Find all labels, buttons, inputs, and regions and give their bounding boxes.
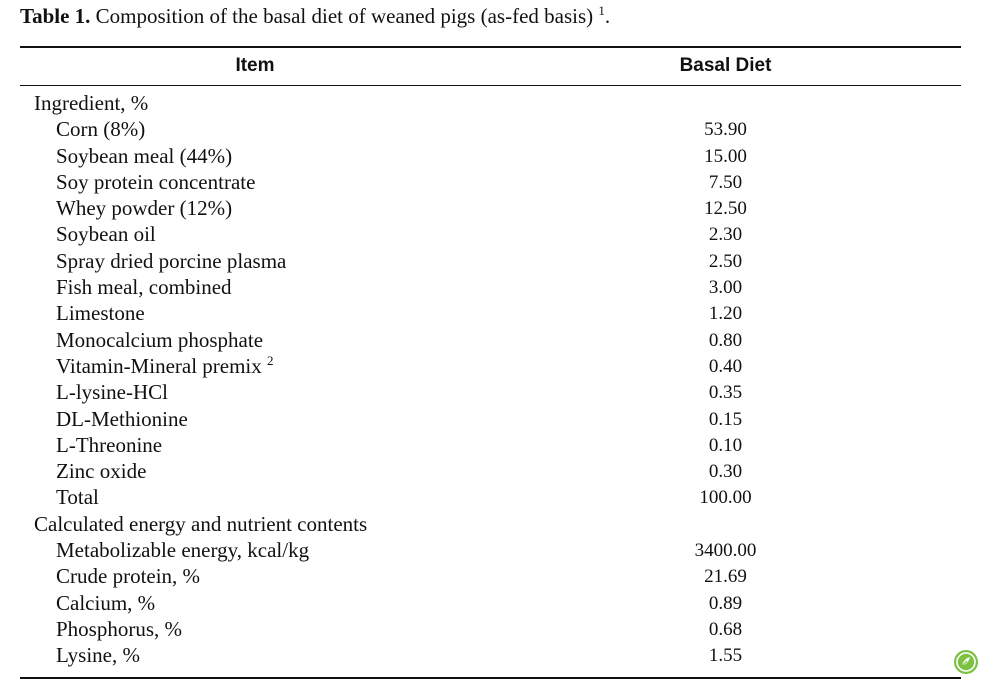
row-value: 0.89 bbox=[708, 592, 743, 614]
row-item-name-text: L-Threonine bbox=[56, 432, 163, 457]
row-item-name: Limestone bbox=[56, 300, 145, 326]
row-item-name-text: Spray dried porcine plasma bbox=[56, 248, 287, 273]
row-item-name: Spray dried porcine plasma bbox=[56, 248, 286, 274]
row-value: 2.50 bbox=[708, 250, 743, 272]
row-item-name: Soy protein concentrate bbox=[56, 169, 255, 195]
table-bottom-rule bbox=[20, 677, 961, 679]
row-value: 53.90 bbox=[704, 119, 747, 141]
row-value: 0.10 bbox=[708, 434, 743, 456]
row-value: 7.50 bbox=[708, 171, 743, 193]
row-item-name-text: Monocalcium phosphate bbox=[56, 327, 264, 352]
row-item-name-text: Ingredient, % bbox=[34, 91, 149, 115]
table-caption-label: Table 1. bbox=[20, 4, 91, 28]
section-label: Calculated energy and nutrient contents bbox=[34, 511, 367, 537]
table-row: Phosphorus, % 0.68 bbox=[20, 616, 961, 642]
row-value: 0.15 bbox=[708, 408, 743, 430]
row-item-name-text: Soy protein concentrate bbox=[56, 169, 256, 194]
row-item-name-text: L-lysine-HCl bbox=[56, 380, 168, 405]
table-row: Lysine, % 1.55 bbox=[20, 642, 961, 668]
row-value: 0.40 bbox=[708, 355, 743, 377]
table-top-rule bbox=[20, 46, 961, 48]
row-value: 15.00 bbox=[704, 145, 747, 167]
row-item-name-text: Metabolizable energy, kcal/kg bbox=[56, 538, 310, 563]
row-item-name: L-lysine-HCl bbox=[56, 379, 168, 405]
row-item-name-text: DL-Methionine bbox=[56, 406, 188, 431]
table-row: Soy protein concentrate 7.50 bbox=[20, 169, 961, 195]
row-item-name: Phosphorus, % bbox=[56, 616, 182, 642]
table-row: DL-Methionine 0.15 bbox=[20, 406, 961, 432]
row-item-name-text: Calcium, % bbox=[56, 590, 156, 615]
table-row: Vitamin-Mineral premix 2 0.40 bbox=[20, 353, 961, 379]
table-row: Soybean oil 2.30 bbox=[20, 221, 961, 247]
row-item-name: Monocalcium phosphate bbox=[56, 327, 263, 353]
row-value: 3400.00 bbox=[694, 540, 757, 562]
row-value: 2.30 bbox=[708, 224, 743, 246]
row-item-name: Fish meal, combined bbox=[56, 274, 232, 300]
table-row: Whey powder (12%) 12.50 bbox=[20, 195, 961, 221]
row-item-name: L-Threonine bbox=[56, 432, 162, 458]
leaf-badge-icon bbox=[954, 650, 978, 674]
row-item-name-text: Zinc oxide bbox=[56, 459, 147, 484]
row-item-name: Whey powder (12%) bbox=[56, 195, 232, 221]
table-row: Metabolizable energy, kcal/kg 3400.00 bbox=[20, 537, 961, 563]
table-row: Spray dried porcine plasma 2.50 bbox=[20, 248, 961, 274]
row-item-name-text: Lysine, % bbox=[56, 643, 140, 668]
table-row: Crude protein, % 21.69 bbox=[20, 563, 961, 589]
footnote-mark: 2 bbox=[267, 352, 274, 368]
table-row: Monocalcium phosphate 0.80 bbox=[20, 327, 961, 353]
caption-footnote-mark: 1 bbox=[598, 3, 605, 18]
row-item-name-text: Whey powder (12%) bbox=[56, 196, 233, 221]
row-item-name-text: Vitamin-Mineral premix bbox=[56, 353, 262, 378]
caption-end: . bbox=[604, 4, 611, 28]
column-header-item: Item bbox=[235, 55, 275, 76]
table-row: Limestone 1.20 bbox=[20, 300, 961, 326]
row-item-name-text: Limestone bbox=[56, 301, 145, 326]
table-row: Zinc oxide 0.30 bbox=[20, 458, 961, 484]
column-header-basal-diet: Basal Diet bbox=[679, 55, 772, 76]
row-item-name-text: Fish meal, combined bbox=[56, 275, 232, 300]
table-caption-text: Composition of the basal diet of weaned … bbox=[95, 4, 594, 28]
row-item-name: Calcium, % bbox=[56, 590, 155, 616]
row-item-name: DL-Methionine bbox=[56, 406, 188, 432]
row-item-name-text: Soybean meal (44%) bbox=[56, 143, 233, 168]
table-row: Fish meal, combined 3.00 bbox=[20, 274, 961, 300]
row-value: 1.55 bbox=[708, 645, 743, 667]
row-item-name: Soybean meal (44%) bbox=[56, 143, 232, 169]
table-caption: Table 1. Composition of the basal diet o… bbox=[20, 2, 610, 30]
row-item-name: Crude protein, % bbox=[56, 563, 200, 589]
row-value: 0.68 bbox=[708, 618, 743, 640]
row-value: 1.20 bbox=[708, 303, 743, 325]
table-header-rule bbox=[20, 85, 961, 86]
row-item-name: Lysine, % bbox=[56, 642, 140, 668]
table-row: Corn (8%) 53.90 bbox=[20, 116, 961, 142]
row-value: 21.69 bbox=[704, 566, 747, 588]
row-value: 3.00 bbox=[708, 277, 743, 299]
table-row: Total 100.00 bbox=[20, 484, 961, 510]
table-row: Soybean meal (44%) 15.00 bbox=[20, 143, 961, 169]
table-body: Ingredient, % Corn (8%) 53.90 Soybean meal … bbox=[20, 90, 961, 669]
table-row: Calcium, % 0.89 bbox=[20, 590, 961, 616]
row-value: 100.00 bbox=[699, 487, 752, 509]
row-item-name-text: Crude protein, % bbox=[56, 564, 201, 589]
table-section-row: Calculated energy and nutrient contents bbox=[20, 511, 961, 537]
table-row: L-lysine-HCl 0.35 bbox=[20, 379, 961, 405]
row-item-name-text: Phosphorus, % bbox=[56, 616, 183, 641]
row-item-name-text: Soybean oil bbox=[56, 222, 156, 247]
section-label: Ingredient, % bbox=[34, 90, 148, 116]
row-item-name: Total bbox=[56, 484, 99, 510]
row-item-name: Vitamin-Mineral premix 2 bbox=[56, 353, 274, 379]
row-value: 0.80 bbox=[708, 329, 743, 351]
row-value: 12.50 bbox=[704, 198, 747, 220]
table-row: L-Threonine 0.10 bbox=[20, 432, 961, 458]
row-item-name-text: Corn (8%) bbox=[56, 117, 146, 142]
row-item-name: Zinc oxide bbox=[56, 458, 146, 484]
row-value: 0.30 bbox=[708, 461, 743, 483]
row-item-name: Corn (8%) bbox=[56, 116, 145, 142]
row-item-name: Metabolizable energy, kcal/kg bbox=[56, 537, 309, 563]
row-item-name-text: Calculated energy and nutrient contents bbox=[34, 511, 368, 536]
table-section-row: Ingredient, % bbox=[20, 90, 961, 116]
row-item-name: Soybean oil bbox=[56, 221, 156, 247]
row-value: 0.35 bbox=[708, 382, 743, 404]
row-item-name-text: Total bbox=[56, 485, 99, 510]
